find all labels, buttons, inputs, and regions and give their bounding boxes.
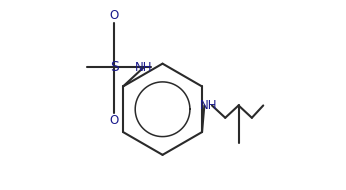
- Text: S: S: [110, 60, 118, 74]
- Text: NH: NH: [135, 61, 152, 74]
- Text: NH: NH: [199, 99, 217, 112]
- Text: O: O: [109, 9, 119, 22]
- Text: O: O: [109, 114, 119, 127]
